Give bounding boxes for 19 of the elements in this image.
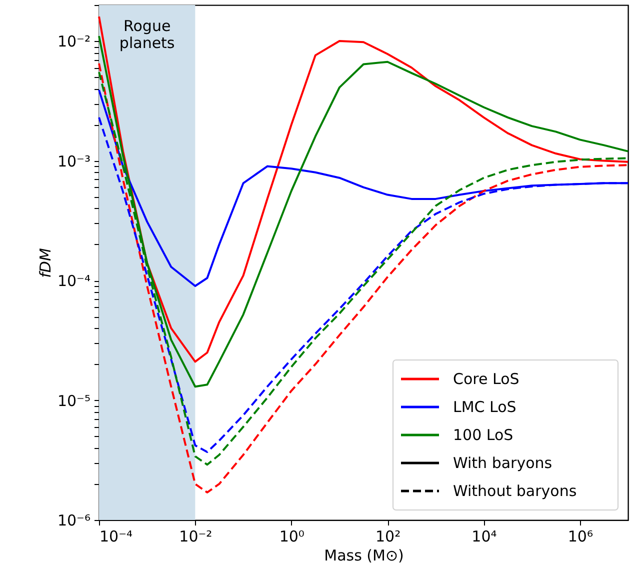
band-label: Rogue planets: [119, 17, 175, 52]
x-axis-title: Mass (M⊙): [324, 546, 404, 564]
legend-label: Core LoS: [453, 370, 520, 388]
x-tick-label: 10⁻⁴: [100, 528, 133, 546]
y-tick-label: 10⁻⁴: [57, 272, 90, 290]
y-tick-label: 10⁻⁶: [57, 512, 90, 530]
legend-label: 100 LoS: [453, 426, 514, 444]
annotation: Without baryons: [453, 482, 577, 500]
x-tick-label: 10⁶: [568, 528, 593, 546]
y-tick-label: 10⁻³: [57, 152, 90, 170]
y-tick-label: 10⁻⁵: [57, 392, 90, 410]
x-tick-label: 10⁴: [472, 528, 497, 546]
x-tick-label: 10⁰: [279, 528, 304, 546]
y-tick-label: 10⁻²: [57, 32, 90, 51]
x-tick-label: 10⁻²: [179, 528, 212, 546]
x-tick-label: 10²: [375, 528, 401, 546]
legend-label: LMC LoS: [453, 398, 516, 416]
y-axis-title: fDM: [36, 248, 54, 278]
annotation: With baryons: [453, 454, 552, 472]
